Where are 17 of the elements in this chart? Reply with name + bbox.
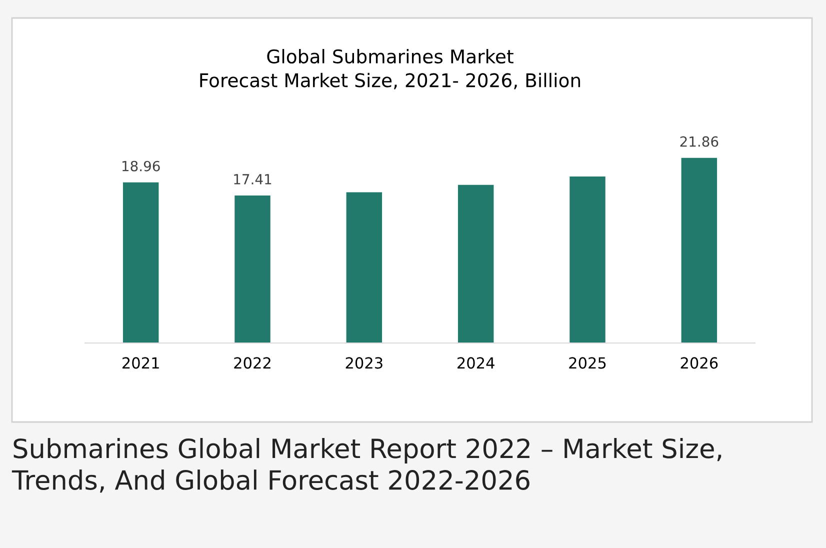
chart-title: Global Submarines Market Forecast Market Size, 2021- 2026, Billion bbox=[200, 49, 580, 90]
bar bbox=[234, 196, 270, 343]
x-tick-label: 2022 bbox=[234, 357, 270, 369]
bar bbox=[458, 184, 494, 343]
bar bbox=[122, 182, 159, 343]
bar bbox=[346, 192, 382, 343]
x-tick-label: 2026 bbox=[680, 357, 718, 369]
text: Submarines Global Market Report 2022 – Market Size, Trends, And Global Forecast 2022-2026 bbox=[12, 438, 722, 493]
bar bbox=[681, 158, 718, 343]
x-tick-label: 2024 bbox=[458, 357, 494, 369]
data-label: 17.41 bbox=[234, 174, 272, 184]
x-tick-label: 2023 bbox=[346, 357, 382, 369]
bar bbox=[570, 176, 606, 343]
data-label: 18.96 bbox=[122, 160, 160, 172]
data-label: 21.86 bbox=[680, 136, 718, 147]
x-tick-label: 2021 bbox=[122, 357, 159, 369]
x-tick-label: 2025 bbox=[569, 357, 606, 369]
